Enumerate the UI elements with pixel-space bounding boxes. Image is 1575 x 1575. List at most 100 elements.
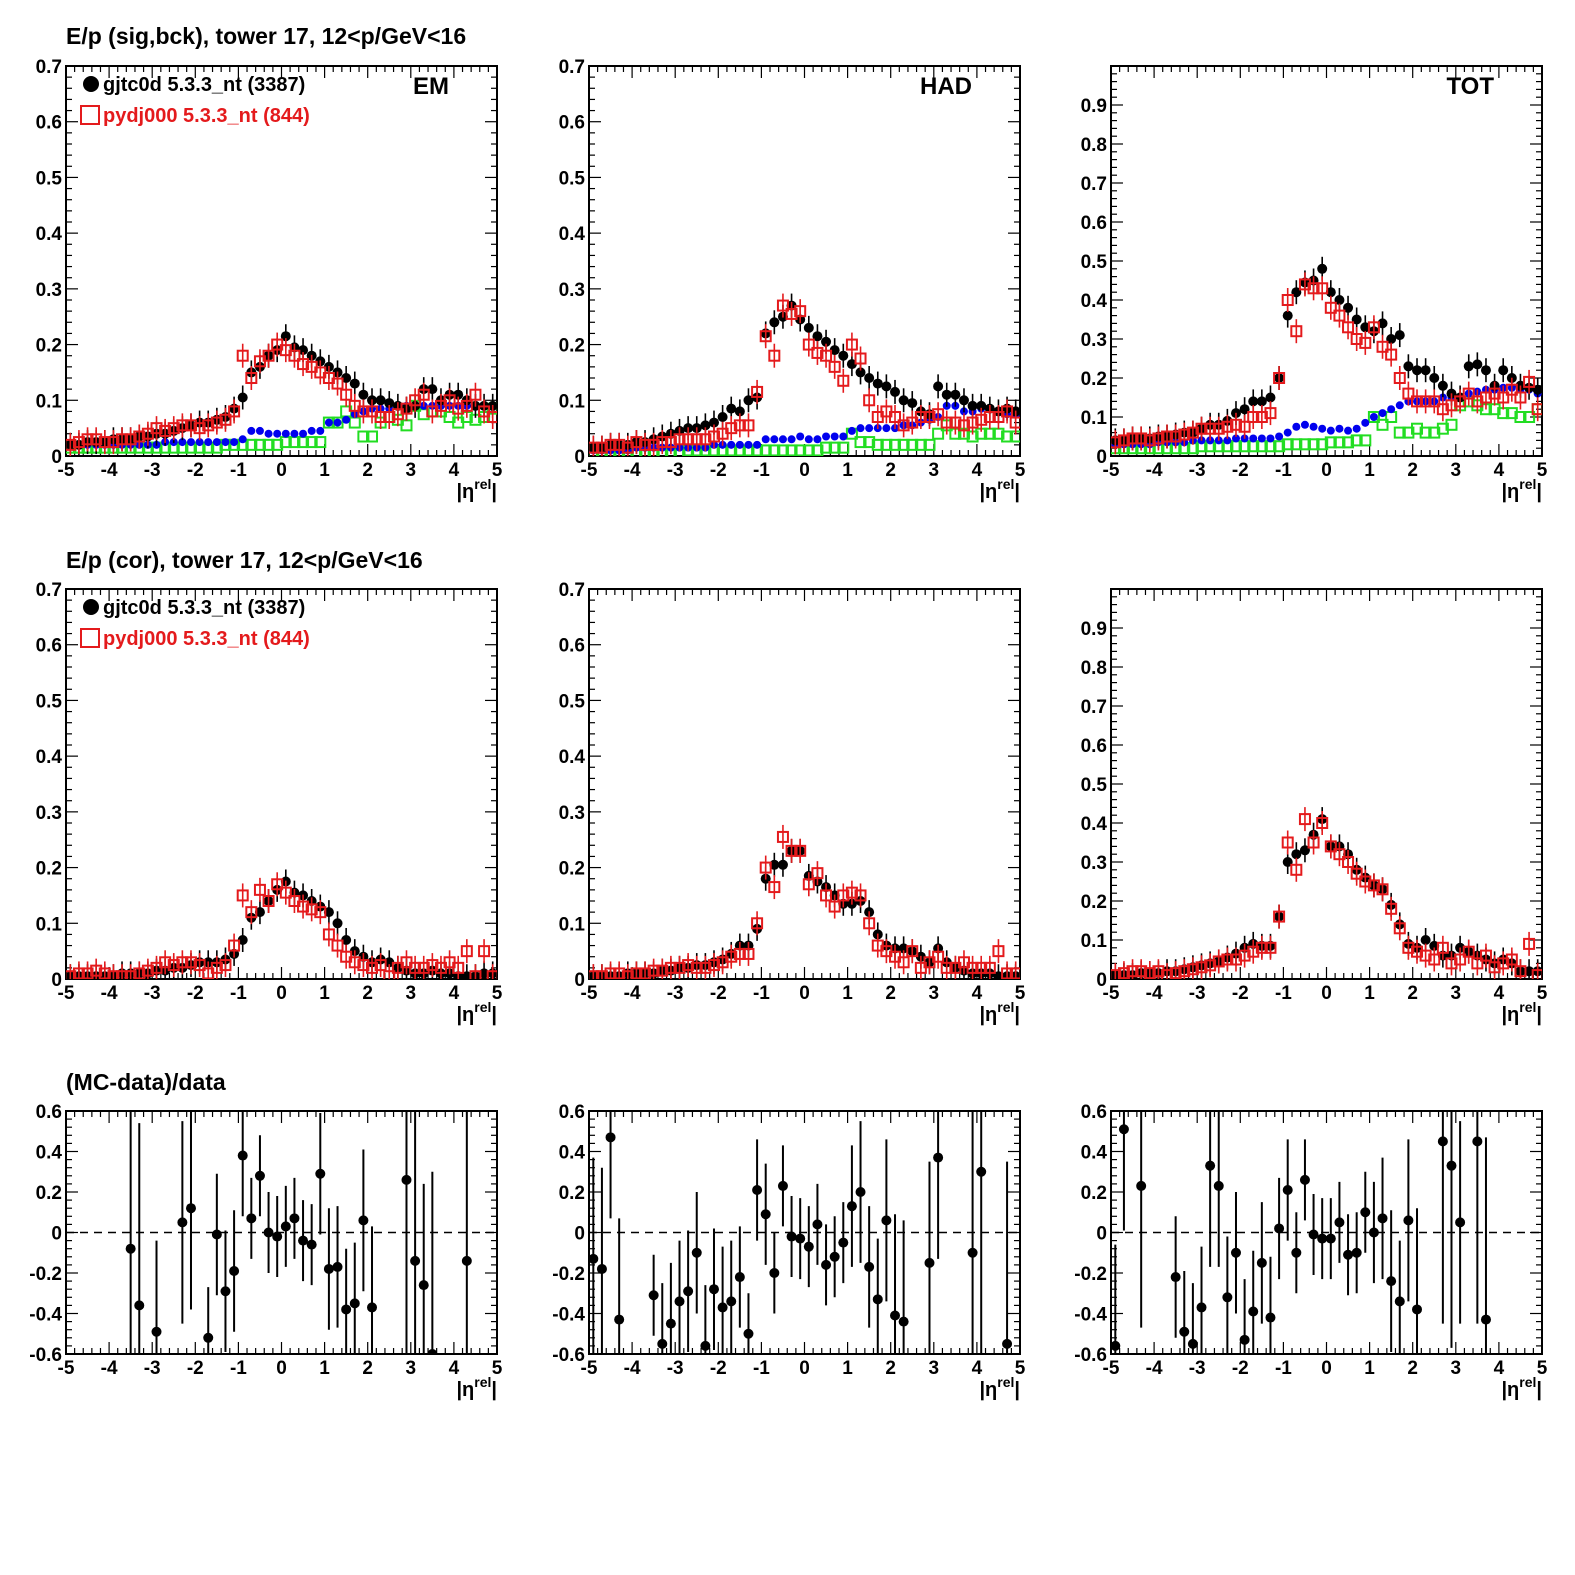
y-tick-label: 0.2	[1081, 369, 1107, 390]
data-point-mc	[1462, 945, 1475, 958]
data-point-green	[759, 444, 772, 456]
data-point	[1472, 1136, 1483, 1147]
x-tick-label: 5	[1537, 1358, 1548, 1379]
data-point-green	[1428, 426, 1441, 439]
data-point-mc	[768, 349, 781, 362]
data-point-mc	[1367, 879, 1380, 892]
x-axis-label-bar: |	[1536, 1004, 1542, 1026]
data-point-mc	[1479, 391, 1492, 404]
data-point-mc	[1117, 967, 1130, 979]
x-tick-label: 3	[929, 460, 940, 481]
data-point	[298, 1235, 309, 1246]
data-point	[375, 395, 386, 406]
data-point	[1334, 1217, 1345, 1228]
x-tick-label: 1	[319, 983, 330, 1004]
data-point	[1437, 380, 1448, 391]
data-point	[1205, 1160, 1216, 1171]
data-point-blue	[856, 424, 865, 433]
data-point-mc	[949, 416, 962, 429]
data-point-blue	[1318, 424, 1327, 433]
data-point	[760, 1209, 771, 1220]
data-layer	[66, 869, 497, 979]
y-tick-label: 0.1	[559, 391, 586, 412]
data-point-green	[794, 444, 807, 456]
x-tick-label: 2	[362, 1358, 373, 1379]
data-point	[717, 1302, 728, 1313]
data-point-green	[820, 441, 833, 454]
data-point-mc	[1359, 336, 1372, 349]
y-tick-label: 0.1	[1081, 408, 1108, 429]
data-point	[898, 1316, 909, 1327]
data-point-mc	[279, 886, 292, 899]
data-point	[1524, 966, 1535, 977]
data-point-mc	[176, 956, 189, 969]
data-point-mc	[768, 881, 781, 894]
data-point-mc	[486, 970, 497, 979]
y-tick-label: 0.7	[36, 57, 62, 78]
data-point-blue	[1352, 424, 1361, 433]
data-point-mc	[150, 422, 163, 435]
data-point	[803, 1241, 814, 1252]
data-point	[237, 935, 248, 945]
data-point-mc	[297, 358, 310, 371]
data-point-mc	[1178, 965, 1191, 978]
data-point	[898, 943, 909, 954]
data-point-blue	[342, 415, 351, 424]
data-point-mc	[906, 945, 919, 958]
data-point-green	[1436, 422, 1449, 435]
data-point	[734, 406, 745, 417]
y-tick-label: 0	[51, 1224, 62, 1245]
x-tick-label: -4	[101, 460, 118, 481]
data-point-mc	[647, 438, 660, 451]
data-point-blue	[1249, 434, 1258, 443]
data-point	[1248, 1306, 1259, 1317]
x-tick-label: -2	[710, 983, 727, 1004]
data-point-blue	[1292, 422, 1301, 431]
x-axis-label-superscript: rel	[474, 999, 491, 1015]
data-point	[341, 373, 352, 383]
data-point-mc	[733, 419, 746, 432]
data-point-blue	[778, 435, 787, 444]
y-tick-label: 0.4	[559, 747, 586, 768]
data-point-mc	[409, 961, 422, 974]
data-point	[349, 1298, 360, 1309]
data-point	[1412, 365, 1423, 376]
y-tick-label: 0.2	[559, 859, 585, 880]
x-tick-label: -3	[144, 460, 161, 481]
x-tick-label: -2	[187, 1358, 204, 1379]
data-point-mc	[1393, 372, 1406, 384]
data-point	[589, 1253, 599, 1264]
data-point	[1429, 373, 1440, 383]
legend-marker-mc	[80, 105, 100, 125]
x-tick-label: 3	[406, 460, 417, 481]
data-point-mc	[690, 961, 703, 974]
x-tick-label: 3	[929, 1358, 940, 1379]
data-point-mc	[1221, 420, 1234, 433]
data-point-mc	[785, 844, 798, 857]
y-tick-label: 0.6	[36, 636, 62, 657]
data-point-mc	[1342, 856, 1355, 868]
data-point	[358, 389, 369, 400]
data-point-mc	[725, 422, 738, 435]
data-point-mc	[72, 967, 85, 979]
data-point	[1002, 1338, 1013, 1349]
data-point-mc	[357, 405, 370, 418]
data-point-mc	[690, 433, 703, 446]
data-point	[1498, 365, 1509, 376]
data-point-blue	[770, 435, 779, 444]
data-point-mc	[1126, 965, 1139, 978]
y-tick-label: 0.7	[1081, 697, 1107, 718]
y-tick-label: 0.5	[559, 168, 586, 189]
data-point-mc	[1195, 961, 1208, 974]
data-point	[1265, 1312, 1276, 1323]
data-point	[838, 350, 849, 361]
data-point-mc	[1111, 436, 1122, 449]
legend-label-data: gjtc0d 5.3.3_nt (3387)	[103, 74, 305, 96]
data-point-mc	[699, 961, 712, 974]
y-tick-label: 0.3	[1081, 853, 1107, 874]
data-point	[1230, 1247, 1241, 1258]
data-point-mc	[1471, 395, 1484, 408]
data-point-blue	[761, 435, 770, 444]
data-point-mc	[914, 411, 927, 423]
data-point-blue	[787, 435, 796, 444]
